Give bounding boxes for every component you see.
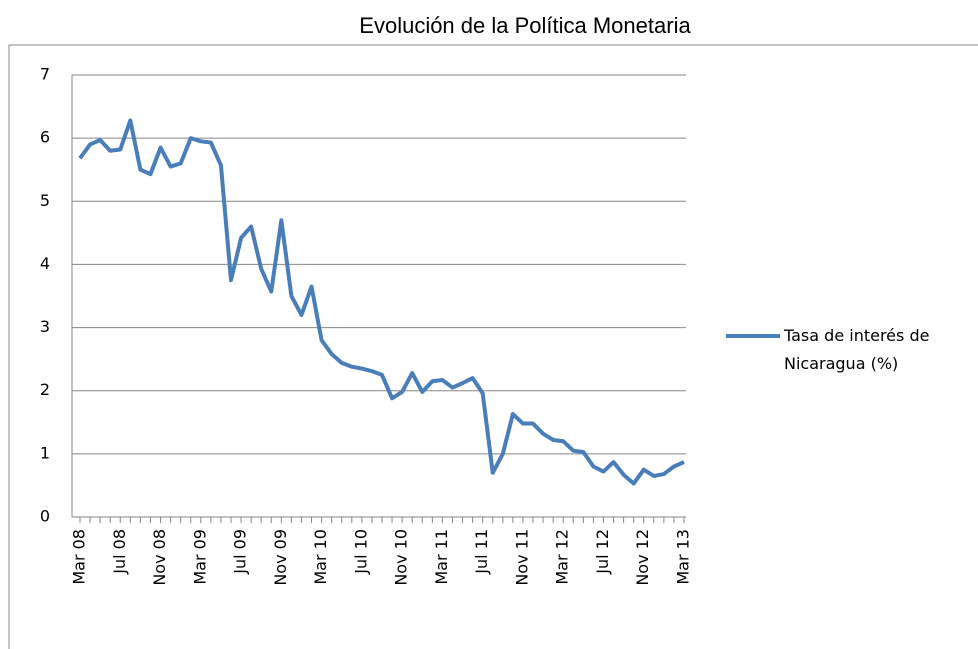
y-tick-label: 7 xyxy=(40,65,50,84)
x-tick-label: Mar 11 xyxy=(432,529,451,585)
x-tick-label: Jul 08 xyxy=(110,529,129,575)
x-tick-label: Mar 13 xyxy=(674,529,693,585)
x-tick-label: Mar 10 xyxy=(311,529,330,585)
x-tick-label: Mar 09 xyxy=(190,529,209,585)
chart-title: Evolución de la Política Monetaria xyxy=(359,13,691,38)
chart-frame xyxy=(8,44,978,649)
x-tick-label: Nov 08 xyxy=(150,529,169,586)
y-tick-label: 5 xyxy=(40,191,50,210)
x-tick-label: Nov 11 xyxy=(512,529,531,586)
x-tick-label: Jul 09 xyxy=(231,529,250,575)
x-tick-label: Nov 10 xyxy=(392,529,411,586)
x-tick-label: Jul 12 xyxy=(593,529,612,575)
legend-label: Tasa de interés de Nicaragua (%) xyxy=(784,326,930,373)
x-tick-label: Jul 11 xyxy=(472,529,491,575)
x-tick-label: Mar 12 xyxy=(553,529,572,585)
x-tick-label: Nov 12 xyxy=(633,529,652,586)
y-tick-label: 6 xyxy=(40,128,50,147)
x-tick-label: Jul 10 xyxy=(351,529,370,575)
y-tick-label: 1 xyxy=(40,443,50,462)
y-tick-label: 2 xyxy=(40,380,50,399)
y-tick-label: 3 xyxy=(40,317,50,336)
x-tick-label: Nov 09 xyxy=(271,529,290,586)
line-series xyxy=(78,118,685,486)
x-tick-label: Mar 08 xyxy=(70,529,89,585)
y-tick-label: 0 xyxy=(40,507,50,526)
y-tick-label: 4 xyxy=(40,254,50,273)
